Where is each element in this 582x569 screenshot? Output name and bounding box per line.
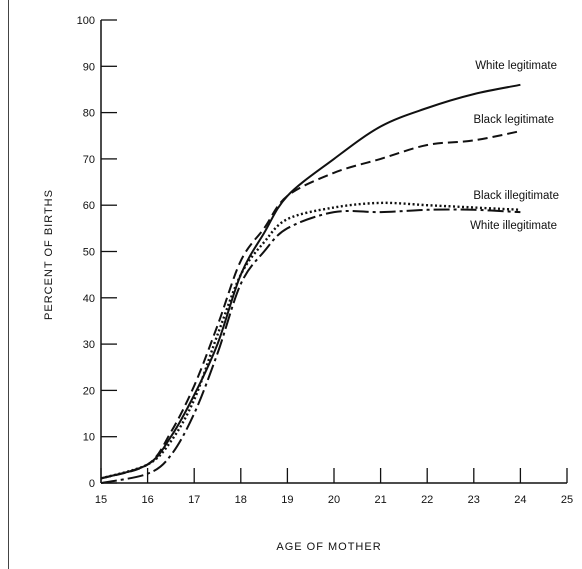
series-label-black-legitimate: Black legitimate <box>473 114 554 126</box>
series-line-white-legitimate <box>101 85 520 479</box>
y-tick-label: 100 <box>77 15 95 27</box>
y-tick-label: 70 <box>83 154 95 166</box>
y-tick-label: 50 <box>83 247 95 259</box>
x-tick-label: 20 <box>328 494 340 506</box>
y-axis-title: PERCENT OF BIRTHS <box>43 189 55 320</box>
x-axis-title: AGE OF MOTHER <box>276 541 381 553</box>
x-tick-label: 24 <box>514 494 526 506</box>
y-tick-label: 10 <box>83 432 95 444</box>
x-tick-label: 16 <box>141 494 153 506</box>
series-label-black-illegitimate: Black illegitimate <box>473 190 559 202</box>
x-tick-label: 21 <box>374 494 386 506</box>
y-tick-label: 20 <box>83 385 95 397</box>
series-label-white-legitimate: White legitimate <box>475 60 557 72</box>
y-tick-label: 30 <box>83 339 95 351</box>
y-tick-label: 0 <box>89 478 95 490</box>
series-layer <box>101 85 520 483</box>
x-tick-label: 22 <box>421 494 433 506</box>
series-line-black-illegitimate <box>101 203 520 479</box>
y-tick-label: 60 <box>83 200 95 212</box>
y-tick-label: 90 <box>83 61 95 73</box>
series-line-black-legitimate <box>101 131 520 478</box>
x-tick-label: 15 <box>95 494 107 506</box>
x-tick-label: 25 <box>561 494 573 506</box>
x-tick-label: 23 <box>468 494 480 506</box>
series-label-white-illegitimate: White illegitimate <box>470 220 557 232</box>
y-tick-label: 40 <box>83 293 95 305</box>
x-tick-label: 19 <box>281 494 293 506</box>
x-tick-label: 18 <box>235 494 247 506</box>
y-tick-label: 80 <box>83 108 95 120</box>
series-line-white-illegitimate <box>101 210 520 484</box>
x-tick-label: 17 <box>188 494 200 506</box>
